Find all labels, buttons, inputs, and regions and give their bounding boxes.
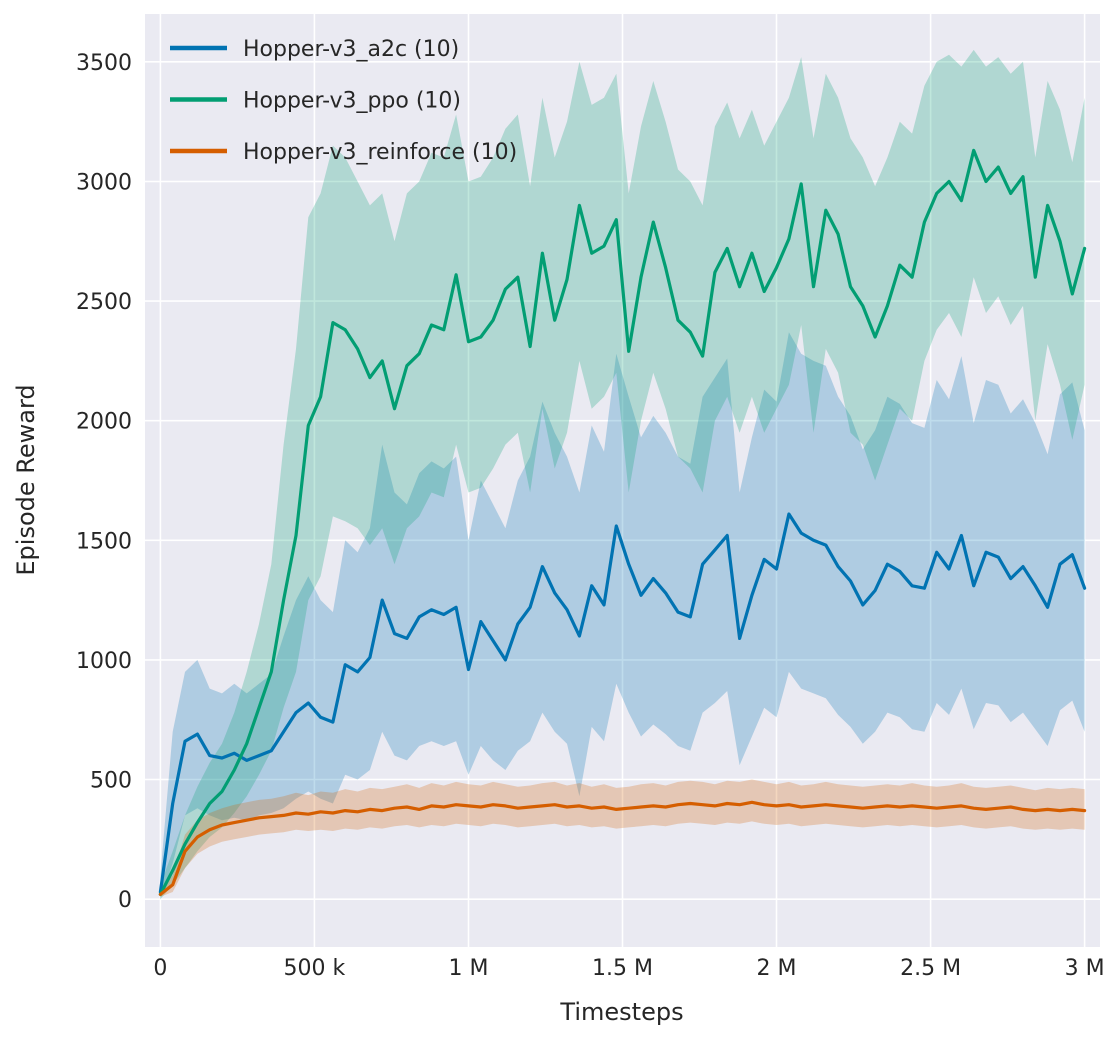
confidence-band-1	[160, 49, 1085, 900]
x-tick-label: 2.5 M	[900, 956, 961, 981]
legend-label: Hopper-v3_reinforce (10)	[243, 140, 517, 165]
series-line-0	[158, 512, 1087, 894]
confidence-band-0	[160, 332, 1085, 900]
y-tick-label: 3000	[76, 171, 132, 196]
series-line-2	[158, 800, 1087, 897]
x-tick-label: 1 M	[449, 956, 489, 981]
y-tick-label: 1000	[76, 649, 132, 674]
x-tick-label: 2 M	[757, 956, 797, 981]
series-line-1	[158, 148, 1087, 897]
y-tick-label: 1500	[76, 529, 132, 554]
x-tick-label: 1.5 M	[592, 956, 653, 981]
y-tick-label: 2000	[76, 410, 132, 435]
plot-layer: 0 500 k 1 M 1.5 M 2 M 2.5 M 3 M 0 500 1000 1500 200…	[76, 14, 1105, 981]
y-tick-label: 3500	[76, 51, 132, 76]
y-tick-label: 0	[118, 888, 132, 913]
y-tick-label: 2500	[76, 290, 132, 315]
y-tick-label: 500	[90, 769, 132, 794]
x-tick-label: 500 k	[284, 956, 346, 981]
x-tick-label: 0	[153, 956, 167, 981]
legend-label: Hopper-v3_a2c (10)	[243, 37, 459, 62]
y-axis-label: Episode Reward	[12, 384, 40, 575]
x-tick-label: 3 M	[1065, 956, 1105, 981]
x-axis-label: Timesteps	[559, 998, 683, 1026]
legend-label: Hopper-v3_ppo (10)	[243, 89, 461, 114]
